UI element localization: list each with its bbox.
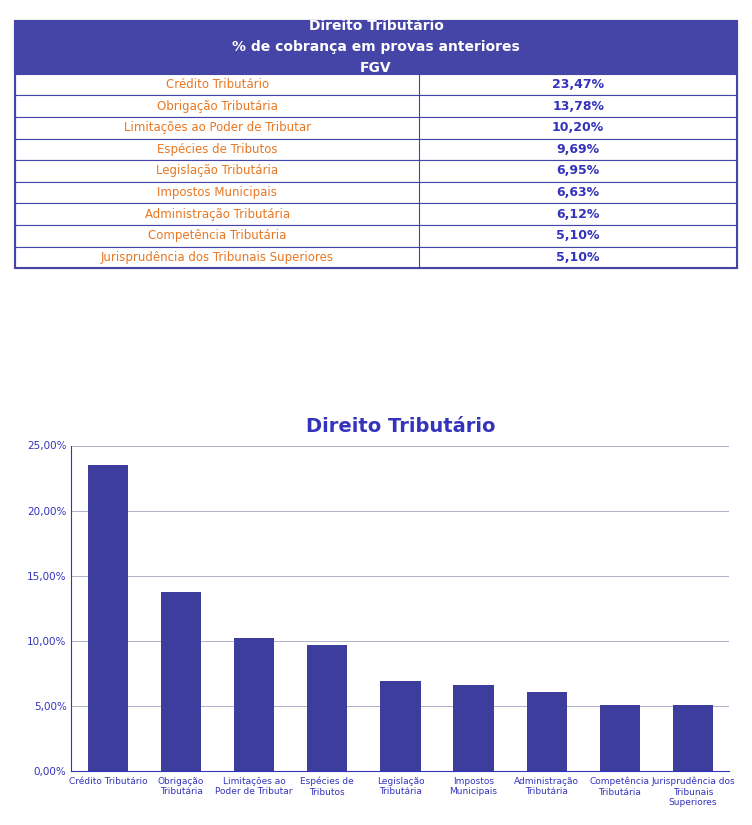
FancyBboxPatch shape <box>15 73 737 96</box>
Text: 13,78%: 13,78% <box>552 100 604 113</box>
Text: 6,63%: 6,63% <box>556 186 599 199</box>
Text: Obrigação Tributária: Obrigação Tributária <box>156 100 277 113</box>
FancyBboxPatch shape <box>15 139 737 160</box>
Text: Espécies de Tributos: Espécies de Tributos <box>157 143 277 156</box>
FancyBboxPatch shape <box>15 117 737 139</box>
Bar <box>599 705 640 771</box>
FancyBboxPatch shape <box>15 203 737 225</box>
FancyBboxPatch shape <box>15 160 737 182</box>
FancyBboxPatch shape <box>15 247 737 268</box>
Bar <box>673 705 713 771</box>
Text: Limitações ao Poder de Tributar: Limitações ao Poder de Tributar <box>123 121 311 134</box>
Text: 5,10%: 5,10% <box>556 229 600 243</box>
Text: 9,69%: 9,69% <box>556 143 599 156</box>
Bar <box>526 691 567 771</box>
Text: Administração Tributária: Administração Tributária <box>144 208 290 220</box>
Title: Direito Tributário: Direito Tributário <box>306 417 495 436</box>
Bar <box>234 639 274 771</box>
FancyBboxPatch shape <box>15 96 737 117</box>
Text: Competência Tributária: Competência Tributária <box>148 229 287 243</box>
Bar <box>381 681 420 771</box>
FancyBboxPatch shape <box>15 21 737 73</box>
Text: Jurisprudência dos Tribunais Superiores: Jurisprudência dos Tribunais Superiores <box>101 251 334 264</box>
Text: Direito Tributário
% de cobrança em provas anteriores
FGV: Direito Tributário % de cobrança em prov… <box>232 19 520 75</box>
Text: Impostos Municipais: Impostos Municipais <box>157 186 277 199</box>
Bar <box>161 592 202 771</box>
FancyBboxPatch shape <box>15 182 737 203</box>
Text: 23,47%: 23,47% <box>552 78 604 91</box>
Text: 6,12%: 6,12% <box>556 208 600 220</box>
Text: 5,10%: 5,10% <box>556 251 600 264</box>
FancyBboxPatch shape <box>15 225 737 247</box>
Bar <box>88 465 128 771</box>
Text: Legislação Tributária: Legislação Tributária <box>156 164 278 177</box>
Bar <box>308 645 347 771</box>
Text: 6,95%: 6,95% <box>556 164 600 177</box>
Text: Crédito Tributário: Crédito Tributário <box>165 78 268 91</box>
Bar <box>453 685 493 771</box>
Text: 10,20%: 10,20% <box>552 121 605 134</box>
